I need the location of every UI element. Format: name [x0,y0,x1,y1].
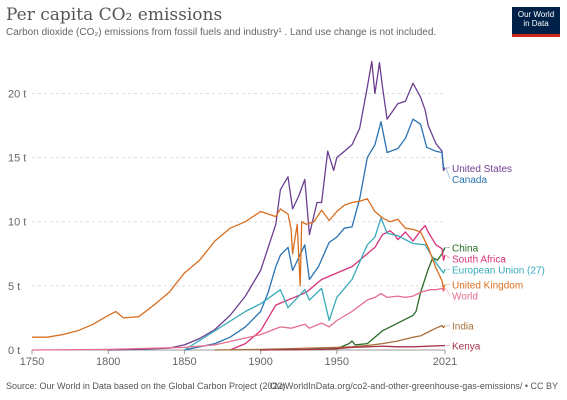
series-line-kenya [260,344,446,351]
series-label: Canada [452,175,487,186]
x-tick-label: 1850 [172,356,196,368]
y-tick-label: 10 t [8,217,26,229]
logo-line-1: Our World [517,10,555,19]
series-line-united-kingdom [32,198,446,338]
chart-title: Per capita CO₂ emissions [6,5,223,25]
y-tick-label: 5 t [8,281,20,293]
x-tick-label: 2021 [433,356,457,368]
x-tick-label: 1800 [96,356,120,368]
label-connector [445,254,451,259]
series-line-united-states [108,60,446,351]
series-label: Kenya [452,342,481,353]
y-tick-label: 15 t [8,153,26,165]
series-line-india [214,324,446,351]
series-line-canada [184,118,445,351]
y-tick-label: 20 t [8,88,26,100]
series-label: India [452,322,474,333]
series-label: World [452,292,478,303]
x-tick-label: 1750 [20,356,44,368]
y-tick-label: 0 t [8,345,20,357]
series-label: United Kingdom [452,281,523,292]
x-tick-label: 1950 [325,356,349,368]
series-line-world [31,287,446,351]
label-connector [445,167,451,179]
logo-line-2: in Data [523,19,549,28]
label-connector [445,288,451,296]
chart-subtitle: Carbon dioxide (CO₂) emissions from foss… [6,27,437,38]
series-line-european-union-27 [184,217,446,351]
series-label: United States [452,164,512,175]
series-label: European Union (27) [452,265,545,276]
source-url[interactable]: OurWorldInData.org/co2-and-other-greenho… [269,381,558,391]
series-line-china [260,247,446,351]
series-label: South Africa [452,254,506,265]
series-line-south-africa [229,224,446,351]
source-note: Source: Our World in Data based on the G… [6,381,286,391]
owid-logo[interactable]: Our World in Data [512,7,560,37]
series-label: China [452,243,479,254]
x-tick-label: 1900 [248,356,272,368]
